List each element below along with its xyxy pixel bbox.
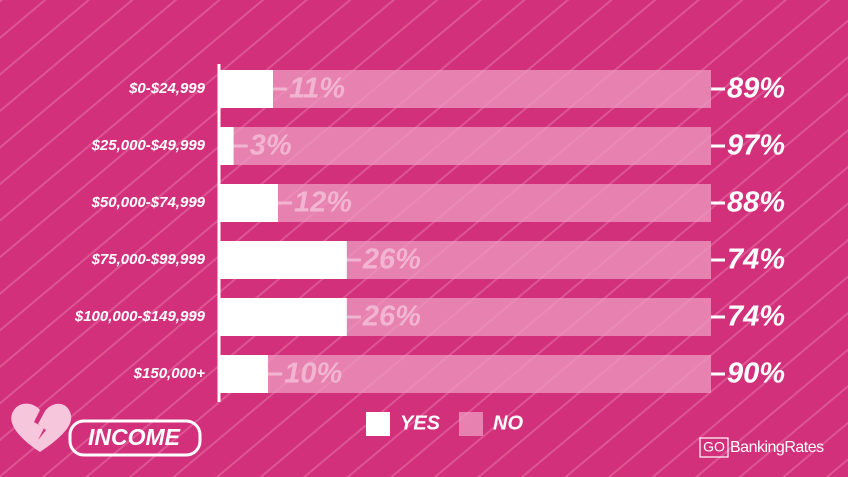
bar-segment [219, 127, 234, 165]
legend-label: YES [400, 412, 441, 434]
bar-segment [233, 127, 711, 165]
category-label: $25,000-$49,999 [91, 137, 206, 154]
legend-label: NO [493, 412, 523, 434]
category-label: $75,000-$99,999 [91, 251, 206, 268]
logo-prefix: GO [703, 439, 725, 455]
bar-segment [278, 184, 711, 222]
bar-segment [273, 70, 711, 108]
bar-segment [219, 298, 347, 336]
category-label: $50,000-$74,999 [91, 194, 206, 211]
bar-segment [346, 298, 711, 336]
logo-box [699, 437, 729, 458]
badge-label: INCOME [88, 424, 181, 450]
legend-swatch [459, 412, 483, 436]
bar-segment [219, 355, 269, 393]
badge-frame [68, 419, 202, 457]
value-label: 89% [727, 73, 785, 105]
heart-icon [11, 403, 72, 452]
value-label: 90% [727, 358, 785, 390]
bar-segment [219, 70, 274, 108]
bar-segment [346, 241, 711, 279]
category-label: $100,000-$149,999 [74, 308, 206, 325]
category-label: $0-$24,999 [128, 80, 206, 97]
value-label: 97% [727, 130, 785, 162]
bar-segment [219, 184, 279, 222]
bar-segment [268, 355, 711, 393]
logo-name: BankingRates [730, 439, 824, 456]
value-label: 74% [727, 301, 785, 333]
category-label: $150,000+ [133, 365, 206, 382]
logo: GO BankingRates [699, 437, 825, 458]
value-label: 74% [727, 244, 785, 276]
bar-segment [219, 241, 347, 279]
value-label: 88% [727, 187, 785, 219]
legend-swatch [366, 412, 390, 436]
badge: INCOME [11, 403, 202, 457]
